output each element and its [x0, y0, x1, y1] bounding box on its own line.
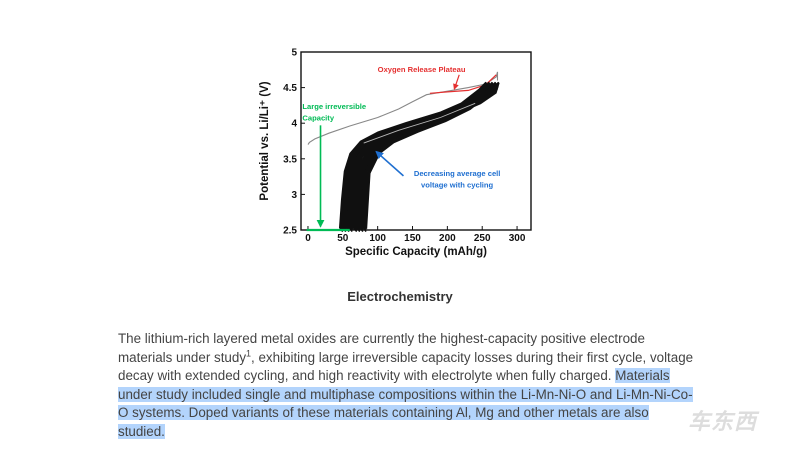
y-tick-label: 5 [291, 48, 297, 59]
x-tick-label: 50 [337, 233, 349, 244]
body-paragraph: The lithium-rich layered metal oxides ar… [118, 330, 698, 441]
x-tick-label: 300 [509, 233, 526, 244]
cycling-band-fill [346, 84, 493, 230]
x-tick-label: 250 [474, 233, 491, 244]
y-tick-label: 3.5 [283, 154, 297, 165]
footnote-ref[interactable]: 1 [246, 348, 252, 359]
paragraph-text-2: , exhibiting large irreversible capacity… [118, 349, 694, 384]
decreasing-annotation-line1: Decreasing average cell [414, 169, 501, 178]
oxygen-arrow [453, 74, 460, 90]
decreasing-annotation-line2: voltage with cycling [421, 180, 494, 189]
plot-frame [300, 51, 532, 231]
oxygen-annotation-label: Oxygen Release Plateau [378, 65, 466, 74]
x-tick-label: 0 [305, 233, 311, 244]
series-first-cycle [307, 71, 499, 145]
irreversible-annotation-line2: Capacity [302, 113, 334, 122]
section-heading: Electrochemistry [347, 289, 453, 304]
y-tick-label: 3 [291, 190, 297, 201]
chart-svg: 0 50 100 150 200 250 300 2.5 3 3.5 4 4.5 5 Specific C… [259, 48, 532, 258]
watermark-logo: 车东西 [688, 409, 758, 434]
y-tick-label: 4.5 [283, 83, 297, 94]
x-tick-label: 200 [439, 233, 456, 244]
electrochemistry-chart: 0 50 100 150 200 250 300 2.5 3 3.5 4 4.5 5 Specific C… [255, 40, 545, 270]
x-axis-label: Specific Capacity (mAh/g) [345, 246, 487, 258]
cycling-band-highlight [363, 102, 476, 144]
paragraph-text-1: The lithium-rich layered metal oxides ar… [118, 331, 645, 365]
x-tick-label: 100 [369, 233, 386, 244]
decreasing-arrow [375, 150, 404, 177]
y-axis-label: Potential vs. Li/Li⁺ (V) [259, 81, 271, 200]
series-oxygen-plateau [429, 74, 497, 94]
y-tick-label: 4 [291, 119, 297, 130]
irreversible-annotation-line1: Large irreversible [302, 102, 366, 111]
y-tick-label: 2.5 [283, 226, 297, 237]
x-tick-label: 150 [404, 233, 421, 244]
